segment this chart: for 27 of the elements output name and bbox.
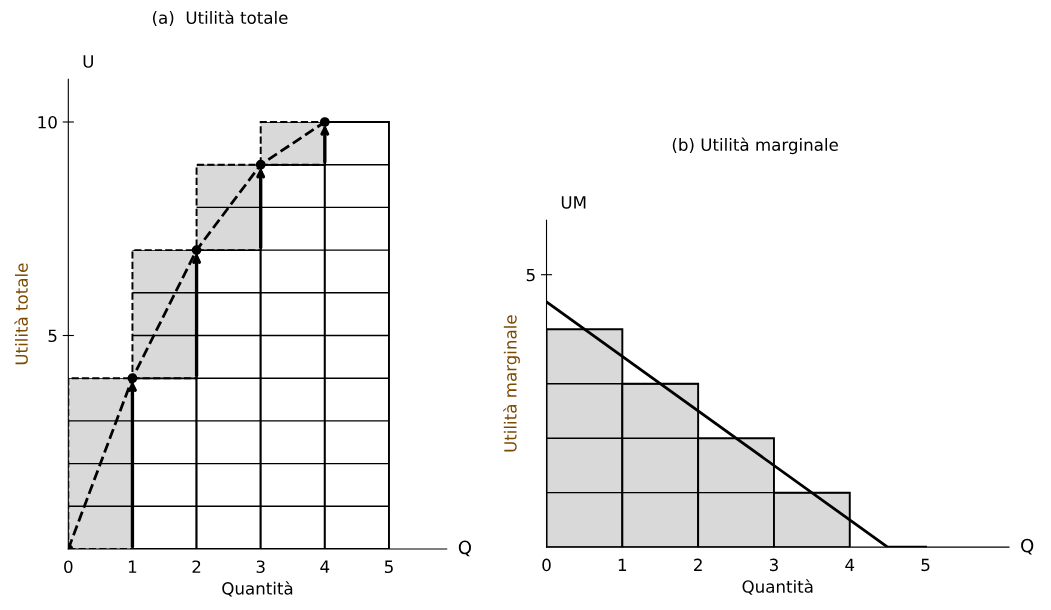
x-tick-label: 0: [64, 560, 73, 574]
text: U: [83, 55, 93, 68]
text: UM: [561, 196, 586, 209]
x-tick-label: 5: [921, 558, 930, 572]
y-tick-label: 10: [38, 115, 57, 129]
text: Q: [1021, 538, 1034, 555]
x-tick-label: 0: [542, 558, 551, 572]
x-tick-label: 3: [769, 558, 778, 572]
x-tick-label: 4: [320, 560, 330, 573]
x-tick-label: 4: [845, 558, 855, 571]
x-tick-label: 2: [192, 560, 201, 573]
x-tick-label: 1: [618, 558, 627, 571]
chart-title: (b) Utilità marginale: [672, 137, 838, 155]
x-tick-label: 3: [256, 560, 265, 574]
chart-title: (a) Utilità totale: [152, 10, 288, 26]
x-tick-label: 2: [694, 558, 702, 571]
point: [319, 117, 330, 127]
text: Q: [458, 540, 471, 557]
x-axis-title: Quantità: [222, 581, 293, 597]
point: [255, 159, 266, 170]
x-tick-label: 1: [128, 560, 137, 573]
y-axis-title: Utilità totale: [14, 263, 28, 365]
y-axis-title: Utilità marginale: [503, 315, 520, 452]
point: [127, 373, 138, 384]
point: [191, 245, 202, 255]
x-tick-label: 5: [384, 560, 393, 574]
x-axis-title: Quantità: [742, 579, 813, 595]
